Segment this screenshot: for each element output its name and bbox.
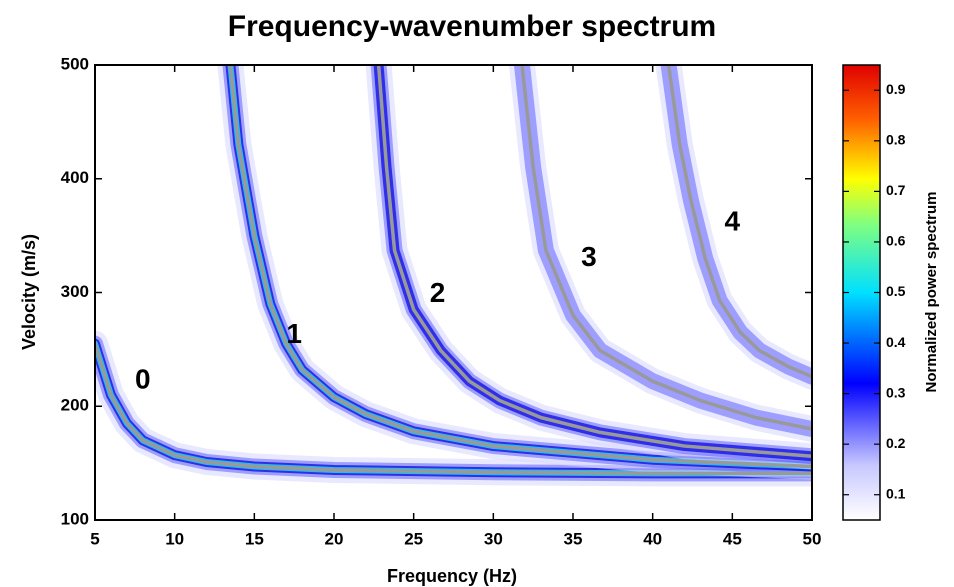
x-tick-label: 10 [165, 529, 184, 548]
colorbar-tick-label: 0.2 [886, 435, 906, 451]
axes: 5 10 15 20 25 30 35 40 45 501002003004005000.10.2… [61, 54, 906, 548]
x-tick-label: 50 [803, 529, 822, 548]
mode-curve [95, 343, 812, 476]
spectrum [95, 65, 812, 487]
y-axis-label: Velocity (m/s) [19, 234, 39, 350]
mode-label: 2 [430, 277, 446, 308]
mode-label: 1 [286, 318, 302, 349]
mode-curve [666, 65, 812, 379]
mode-curve [520, 65, 812, 431]
colorbar-tick-label: 0.7 [886, 182, 906, 198]
colorbar-tick-label: 0.1 [886, 485, 906, 501]
mode-curve [376, 65, 812, 459]
x-tick-label: 30 [484, 529, 503, 548]
x-tick-label: 40 [643, 529, 662, 548]
x-tick-label: 45 [723, 529, 742, 548]
x-tick-label: 15 [245, 529, 264, 548]
mode-label: 0 [135, 364, 151, 395]
colorbar-tick-label: 0.4 [886, 334, 906, 350]
mode-label: 3 [581, 241, 597, 272]
colorbar-tick-label: 0.3 [886, 384, 906, 400]
mode-label: 4 [725, 206, 741, 237]
colorbar-tick-label: 0.5 [886, 283, 906, 299]
y-tick-label: 400 [61, 168, 89, 187]
y-tick-label: 500 [61, 54, 89, 73]
colorbar-tick-label: 0.8 [886, 132, 906, 148]
x-axis-label: Frequency (Hz) [387, 566, 517, 586]
mode-curves [95, 65, 812, 476]
chart-title: Frequency-wavenumber spectrum [228, 10, 716, 43]
y-tick-label: 200 [61, 396, 89, 415]
x-tick-label: 20 [325, 529, 344, 548]
mode-curve [228, 65, 812, 469]
x-tick-label: 35 [564, 529, 583, 548]
colorbar [842, 64, 881, 521]
x-tick-label: 25 [404, 529, 423, 548]
colorbar-tick-label: 0.6 [886, 233, 906, 249]
y-tick-label: 100 [61, 509, 89, 528]
colorbar-tick-label: 0.9 [886, 81, 906, 97]
colorbar-label: Normalized power spectrum [923, 192, 940, 393]
x-tick-label: 5 [90, 529, 99, 548]
y-tick-label: 300 [61, 282, 89, 301]
